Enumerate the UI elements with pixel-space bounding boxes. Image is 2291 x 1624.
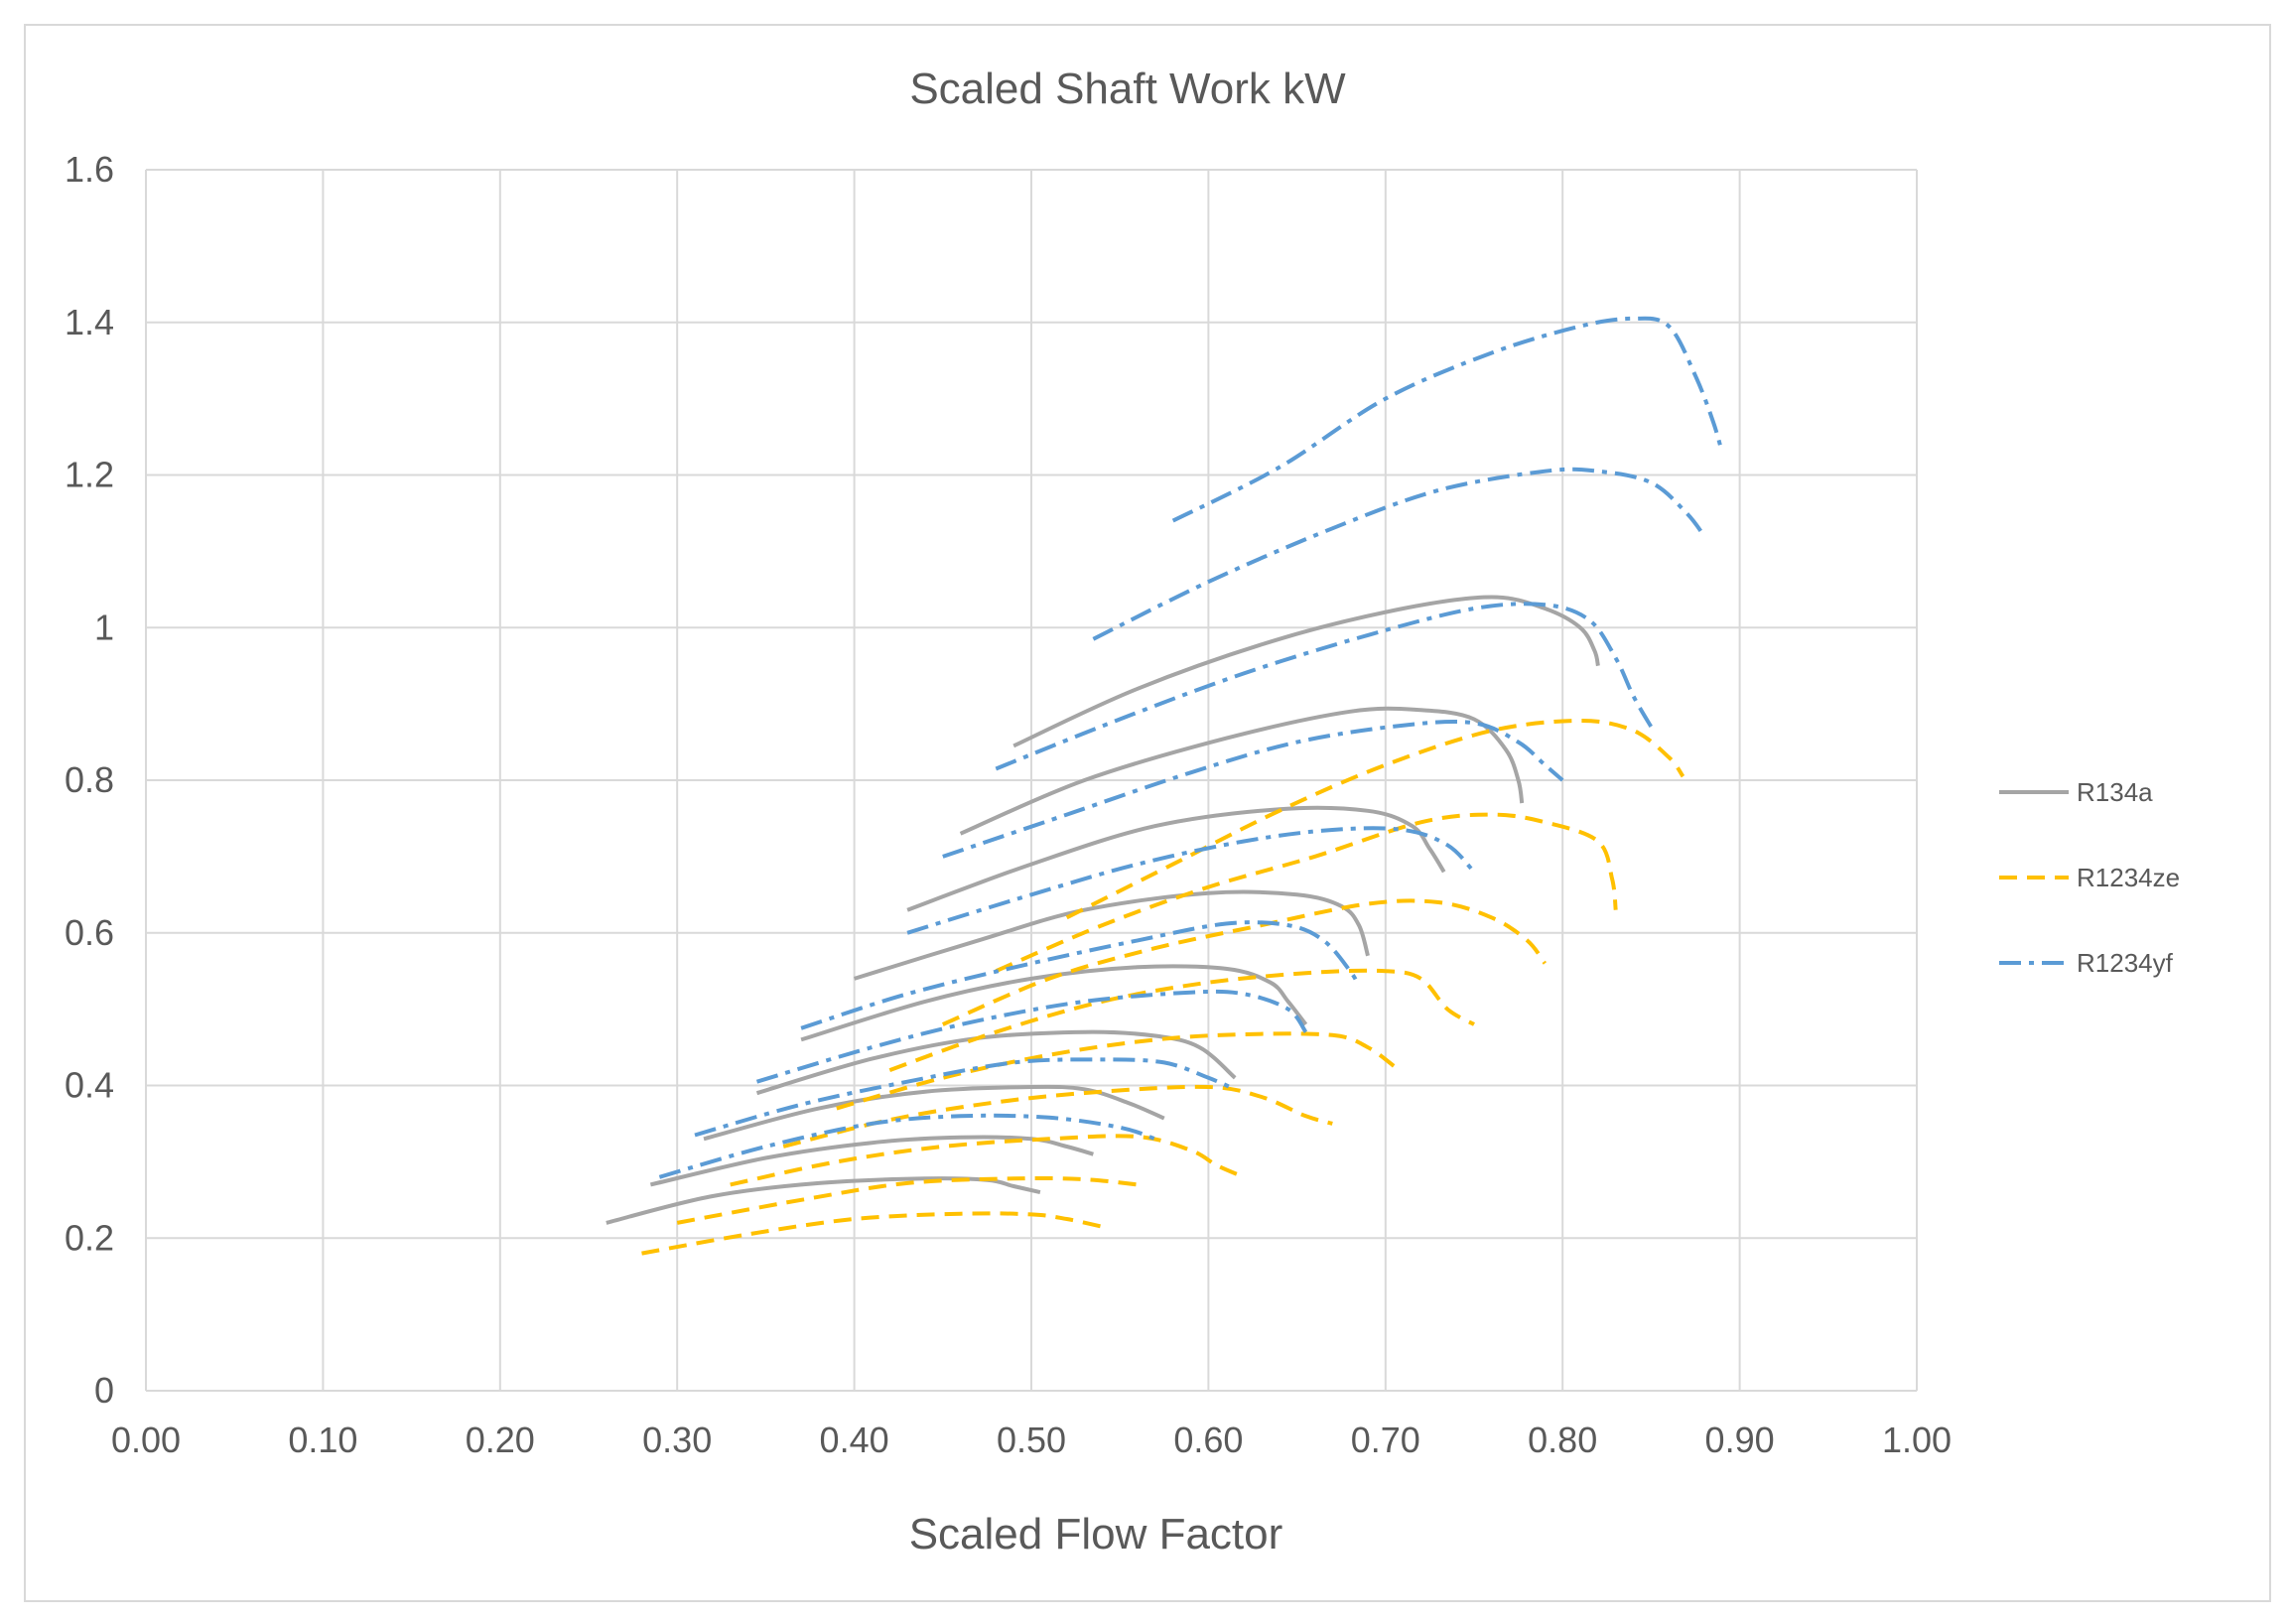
series-line-r134a bbox=[800, 964, 1308, 1042]
tick-labels: 0.00 0.10 0.20 0.30 0.40 0.50 0.60 0.70 0.80 0.90… bbox=[65, 149, 1952, 1460]
series-line-r1234yf bbox=[800, 920, 1361, 1030]
legend-label-r134a: R134a bbox=[2077, 777, 2153, 807]
y-tick-label: 1.2 bbox=[65, 455, 114, 495]
series-line-r1234ze bbox=[995, 812, 1618, 974]
x-tick-label: 1.00 bbox=[1882, 1420, 1952, 1460]
series-line-r1234yf bbox=[694, 1057, 1236, 1138]
legend: R134a R1234ze R1234yf bbox=[1999, 777, 2180, 978]
x-tick-label: 0.40 bbox=[820, 1420, 889, 1460]
x-tick-label: 0.80 bbox=[1528, 1420, 1597, 1460]
series-line-r1234ze bbox=[782, 1084, 1333, 1149]
series-line-r1234yf bbox=[942, 719, 1564, 859]
x-axis-title: Scaled Flow Factor bbox=[909, 1510, 1283, 1558]
series-line-r134a bbox=[703, 1084, 1165, 1142]
chart-frame: Scaled Shaft Work kW 0.00 0.10 0.20 0.30 0.4… bbox=[24, 24, 2271, 1602]
series-line-r1234ze bbox=[730, 1134, 1245, 1187]
chart-svg: Scaled Shaft Work kW 0.00 0.10 0.20 0.30 0.4… bbox=[65, 65, 2180, 1558]
legend-label-r1234yf: R1234yf bbox=[2077, 948, 2174, 978]
series-line-r134a bbox=[755, 1029, 1237, 1096]
y-tick-label: 0 bbox=[94, 1370, 114, 1411]
series-line-r134a bbox=[1012, 595, 1600, 748]
y-tick-label: 0.4 bbox=[65, 1065, 114, 1106]
y-tick-label: 1.4 bbox=[65, 302, 114, 342]
series-line-r1234yf bbox=[906, 826, 1476, 935]
x-tick-label: 0.10 bbox=[288, 1420, 357, 1460]
x-tick-label: 0.70 bbox=[1351, 1420, 1420, 1460]
series-line-r1234ze bbox=[888, 968, 1475, 1072]
y-tick-label: 0.6 bbox=[65, 912, 114, 953]
y-tick-label: 1 bbox=[94, 607, 114, 647]
x-tick-label: 0.20 bbox=[466, 1420, 535, 1460]
series-line-r1234yf bbox=[1092, 467, 1706, 641]
y-tick-label: 1.6 bbox=[65, 149, 114, 190]
series-line-r1234ze bbox=[942, 898, 1548, 1026]
series-line-r1234yf bbox=[1171, 316, 1724, 523]
x-tick-label: 0.60 bbox=[1173, 1420, 1243, 1460]
series-line-r1234ze bbox=[1065, 718, 1685, 920]
series-line-r1234ze bbox=[641, 1211, 1103, 1256]
y-tick-label: 0.2 bbox=[65, 1217, 114, 1258]
series-line-r1234ze bbox=[836, 1031, 1396, 1111]
x-tick-label: 0.00 bbox=[111, 1420, 181, 1460]
gridlines bbox=[145, 169, 1918, 1392]
series-line-r134a bbox=[649, 1135, 1094, 1187]
series-line-r134a bbox=[959, 706, 1525, 836]
series-line-r1234yf bbox=[755, 989, 1308, 1084]
x-tick-label: 0.30 bbox=[642, 1420, 712, 1460]
legend-label-r1234ze: R1234ze bbox=[2077, 863, 2180, 892]
series-r1234yf bbox=[658, 316, 1724, 1179]
x-tick-label: 0.90 bbox=[1705, 1420, 1775, 1460]
chart-title: Scaled Shaft Work kW bbox=[909, 65, 1346, 113]
y-tick-label: 0.8 bbox=[65, 759, 114, 800]
series-line-r1234yf bbox=[658, 1113, 1156, 1179]
series-lines bbox=[606, 316, 1724, 1256]
x-tick-label: 0.50 bbox=[997, 1420, 1066, 1460]
series-r1234ze bbox=[641, 718, 1685, 1256]
series-line-r134a bbox=[854, 889, 1370, 981]
series-r134a bbox=[606, 595, 1600, 1225]
series-line-r1234ze bbox=[676, 1175, 1139, 1225]
series-line-r134a bbox=[606, 1176, 1041, 1225]
